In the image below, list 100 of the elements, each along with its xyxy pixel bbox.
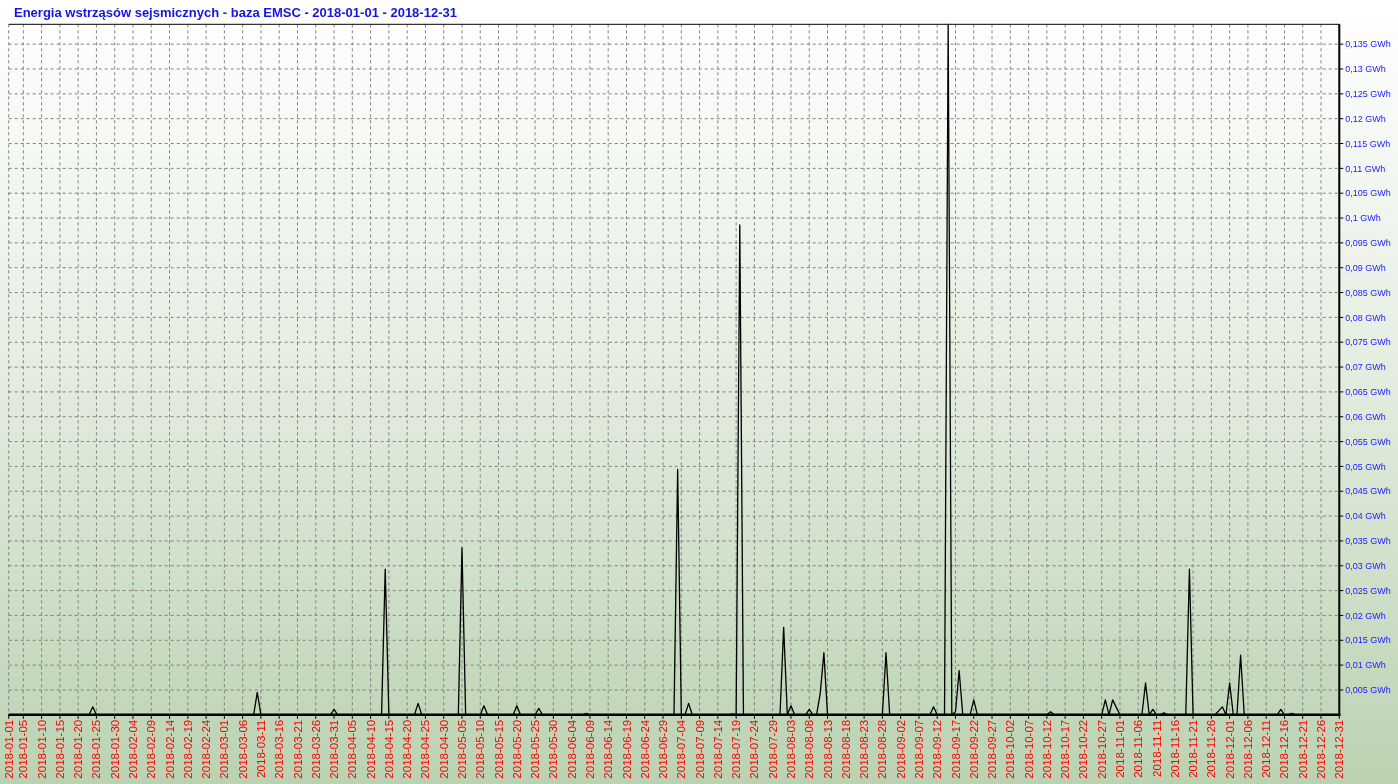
x-tick-label: 2018-03-21	[291, 719, 304, 779]
x-tick-label: 2018-04-20	[401, 719, 414, 779]
x-tick-label: 2018-12-26	[1315, 719, 1328, 779]
x-tick-label: 2018-05-30	[547, 719, 560, 779]
x-tick-label: 2018-06-04	[565, 719, 578, 779]
x-tick-label: 2018-10-07	[1022, 719, 1035, 779]
x-tick-label: 2018-05-05	[456, 719, 469, 779]
x-tick-label: 2018-11-21	[1187, 719, 1200, 778]
x-tick-label: 2018-08-13	[821, 719, 834, 779]
y-tick-label: 0,035 GWh	[1345, 536, 1391, 547]
x-tick-label: 2018-11-06	[1132, 719, 1145, 778]
x-tick-label: 2018-01-01	[2, 719, 15, 779]
x-tick-label: 2018-07-19	[730, 719, 743, 779]
x-tick-label: 2018-03-16	[273, 719, 286, 779]
x-tick-label: 2018-02-14	[163, 719, 176, 779]
y-tick-label: 0,04 GWh	[1345, 511, 1386, 522]
y-tick-label: 0,045 GWh	[1345, 486, 1391, 497]
y-tick-label: 0,1 GWh	[1345, 213, 1381, 224]
y-tick-label: 0,09 GWh	[1345, 262, 1386, 273]
x-tick-label: 2018-06-29	[657, 719, 670, 779]
x-tick-label: 2018-05-20	[510, 719, 523, 779]
x-tick-label: 2018-08-03	[785, 719, 797, 779]
y-tick-label: 0,055 GWh	[1345, 436, 1391, 447]
y-tick-label: 0,005 GWh	[1345, 685, 1391, 696]
x-tick-label: 2018-04-05	[346, 719, 359, 779]
x-tick-label: 2018-01-30	[108, 719, 121, 779]
y-tick-label: 0,065 GWh	[1345, 387, 1391, 398]
x-tick-label: 2018-09-02	[894, 719, 907, 779]
x-tick-label: 2018-04-25	[419, 719, 432, 779]
x-tick-label: 2018-05-25	[529, 719, 542, 779]
x-tick-label: 2018-06-14	[602, 719, 615, 779]
x-tick-label: 2018-07-29	[766, 719, 779, 779]
x-tick-label: 2018-02-09	[145, 719, 158, 779]
x-tick-label: 2018-03-01	[218, 719, 231, 779]
x-tick-label: 2018-03-06	[236, 719, 249, 779]
x-tick-label: 2018-12-11	[1260, 719, 1273, 778]
y-tick-label: 0,02 GWh	[1345, 610, 1386, 621]
x-tick-label: 2018-06-09	[583, 719, 596, 779]
x-tick-label: 2018-05-15	[492, 719, 505, 779]
x-tick-label: 2018-01-10	[35, 719, 48, 779]
y-tick-label: 0,03 GWh	[1345, 560, 1386, 571]
y-tick-label: 0,115 GWh	[1345, 138, 1391, 149]
x-tick-label: 2018-09-22	[967, 719, 980, 779]
y-tick-label: 0,025 GWh	[1345, 585, 1391, 596]
y-tick-label: 0,05 GWh	[1345, 461, 1386, 472]
x-tick-label: 2018-04-15	[382, 719, 395, 779]
x-tick-label: 2018-10-27	[1095, 719, 1108, 779]
y-tick-label: 0,085 GWh	[1345, 287, 1391, 298]
x-tick-label: 2018-06-19	[620, 719, 633, 779]
x-tick-label: 2018-12-31	[1333, 719, 1346, 779]
y-tick-label: 0,13 GWh	[1345, 64, 1386, 75]
y-tick-label: 0,12 GWh	[1345, 113, 1386, 124]
x-tick-label: 2018-01-15	[53, 719, 66, 779]
x-tick-label: 2018-08-08	[803, 719, 816, 779]
y-tick-label: 0,01 GWh	[1345, 660, 1386, 671]
x-tick-label: 2018-06-24	[638, 719, 651, 779]
x-tick-label: 2018-10-02	[1004, 719, 1017, 779]
x-tick-label: 2018-11-16	[1168, 719, 1181, 778]
x-tick-label: 2018-08-23	[858, 719, 871, 779]
x-tick-label: 2018-12-16	[1278, 719, 1291, 779]
x-tick-label: 2018-09-07	[912, 719, 925, 779]
x-tick-label: 2018-09-17	[949, 719, 962, 779]
x-tick-label: 2018-11-26	[1205, 719, 1218, 778]
x-tick-label: 2018-12-21	[1296, 719, 1309, 779]
x-tick-label: 2018-08-18	[839, 719, 852, 779]
x-tick-label: 2018-01-05	[17, 719, 30, 779]
x-tick-label: 2018-02-19	[181, 719, 194, 779]
x-tick-label: 2018-09-12	[931, 719, 944, 779]
x-tick-label: 2018-03-11	[254, 719, 267, 778]
x-tick-label: 2018-11-11	[1150, 719, 1163, 777]
y-tick-label: 0,07 GWh	[1345, 362, 1386, 373]
x-tick-label: 2018-03-31	[328, 719, 341, 779]
x-tick-label: 2018-10-12	[1040, 719, 1053, 779]
x-tick-label: 2018-02-04	[127, 719, 140, 779]
y-tick-label: 0,105 GWh	[1345, 188, 1391, 199]
y-tick-label: 0,08 GWh	[1345, 312, 1386, 323]
x-tick-label: 2018-07-24	[748, 719, 761, 779]
x-tick-label: 2018-08-28	[876, 719, 889, 779]
x-tick-label: 2018-10-22	[1077, 719, 1090, 779]
x-tick-label: 2018-01-20	[72, 719, 85, 779]
x-tick-label: 2018-07-04	[675, 719, 688, 779]
x-tick-label: 2018-02-24	[200, 719, 213, 779]
x-tick-label: 2018-04-10	[364, 719, 377, 779]
x-tick-label: 2018-05-10	[474, 719, 487, 779]
x-tick-label: 2018-04-30	[437, 719, 450, 779]
y-tick-label: 0,075 GWh	[1345, 337, 1391, 348]
x-tick-label: 2018-12-06	[1241, 719, 1254, 779]
x-tick-label: 2018-10-17	[1059, 719, 1072, 779]
x-tick-label: 2018-09-27	[986, 719, 999, 779]
y-tick-label: 0,015 GWh	[1345, 635, 1391, 646]
x-tick-label: 2018-07-09	[693, 719, 706, 779]
chart-title: Energia wstrząsów sejsmicznych - baza EMSC - 2018-01-01 - 2018-12-31	[14, 5, 457, 20]
x-tick-label: 2018-11-01	[1114, 719, 1126, 778]
y-tick-label: 0,06 GWh	[1345, 411, 1386, 422]
x-tick-label: 2018-12-01	[1223, 719, 1236, 779]
y-tick-label: 0,11 GWh	[1345, 163, 1386, 174]
x-tick-label: 2018-01-25	[90, 719, 103, 779]
x-tick-label: 2018-07-14	[711, 719, 724, 779]
x-tick-label: 2018-03-26	[309, 719, 322, 779]
y-tick-label: 0,125 GWh	[1345, 89, 1391, 99]
